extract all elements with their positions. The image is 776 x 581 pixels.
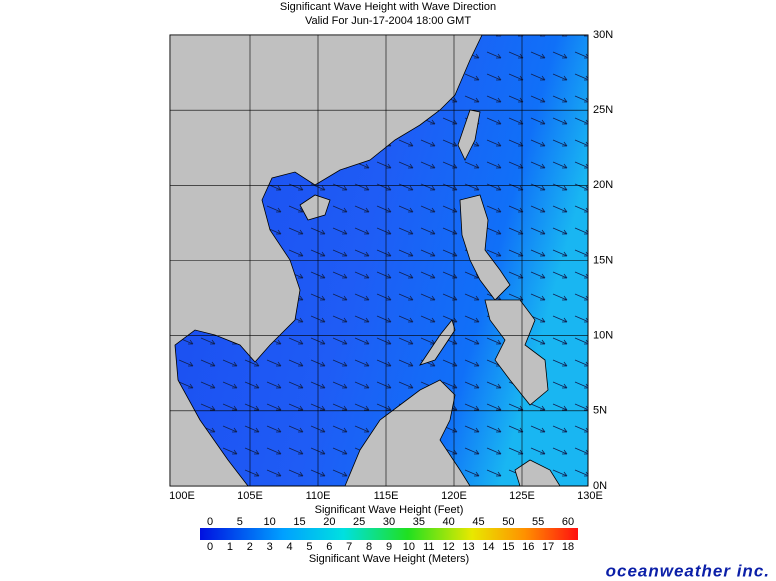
feet-ticks: 40	[443, 516, 455, 528]
lat-label: 25N	[593, 104, 613, 116]
lat-label: 20N	[593, 179, 613, 191]
meters-ticks: 3	[267, 541, 273, 553]
meters-ticks: 7	[346, 541, 352, 553]
feet-ticks: 10	[264, 516, 276, 528]
meters-ticks: 8	[366, 541, 372, 553]
feet-ticks: 0	[207, 516, 213, 528]
meters-ticks: 1	[227, 541, 233, 553]
meters-ticks: 2	[247, 541, 253, 553]
meters-ticks: 5	[306, 541, 312, 553]
meters-ticks: 17	[542, 541, 554, 553]
feet-ticks: 45	[472, 516, 484, 528]
meters-ticks: 13	[462, 541, 474, 553]
lon-label: 130E	[577, 490, 603, 502]
feet-ticks: 25	[353, 516, 365, 528]
feet-ticks: 35	[413, 516, 425, 528]
lon-label: 120E	[441, 490, 467, 502]
meters-ticks: 6	[326, 541, 332, 553]
lon-label: 110E	[306, 490, 331, 502]
meters-ticks: 14	[482, 541, 494, 553]
feet-caption: Significant Wave Height (Feet)	[315, 504, 464, 516]
feet-ticks: 30	[383, 516, 395, 528]
meters-ticks: 16	[522, 541, 534, 553]
lat-label: 0N	[593, 480, 607, 492]
title: Significant Wave Height with Wave Direct…	[280, 1, 496, 13]
lon-label: 125E	[509, 490, 535, 502]
meters-ticks: 4	[286, 541, 292, 553]
lat-label: 30N	[593, 29, 613, 41]
meters-ticks: 18	[562, 541, 574, 553]
meters-ticks: 12	[443, 541, 455, 553]
meters-ticks: 10	[403, 541, 415, 553]
meters-caption: Significant Wave Height (Meters)	[309, 553, 469, 565]
lon-label: 100E	[169, 490, 195, 502]
feet-ticks: 55	[532, 516, 544, 528]
lon-label: 115E	[374, 490, 399, 502]
subtitle: Valid For Jun-17-2004 18:00 GMT	[305, 15, 471, 27]
brand: oceanweather inc.	[606, 561, 770, 580]
feet-ticks: 15	[293, 516, 305, 528]
colorbar	[200, 528, 578, 540]
meters-ticks: 9	[386, 541, 392, 553]
lat-label: 10N	[593, 330, 613, 342]
lon-label: 105E	[237, 490, 263, 502]
lat-label: 15N	[593, 254, 613, 266]
meters-ticks: 0	[207, 541, 213, 553]
meters-ticks: 11	[423, 541, 434, 553]
feet-ticks: 20	[323, 516, 335, 528]
feet-ticks: 60	[562, 516, 574, 528]
lat-label: 5N	[593, 405, 607, 417]
feet-ticks: 50	[502, 516, 514, 528]
meters-ticks: 15	[502, 541, 514, 553]
map	[169, 34, 589, 487]
feet-ticks: 5	[237, 516, 243, 528]
